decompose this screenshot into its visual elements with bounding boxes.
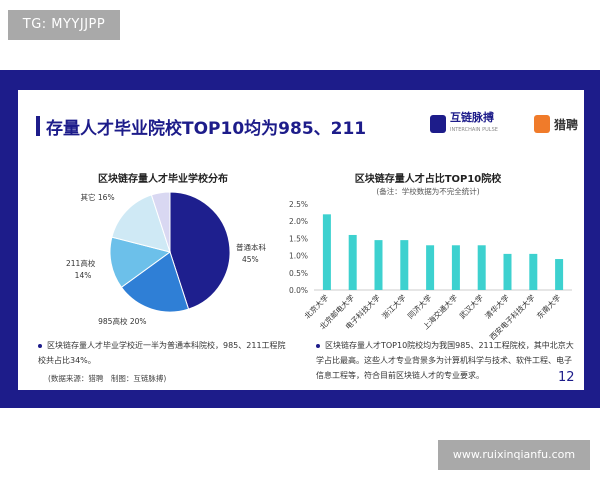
pie-slice xyxy=(109,236,172,288)
left-bullet-text: 区块链存量人才毕业学校近一半为普通本科院校，985、211工程院校共占比34%。 xyxy=(38,341,286,365)
y-tick-label: 1.5% xyxy=(289,234,308,243)
pie-slice-value: 45% xyxy=(242,255,259,264)
brand-interchain: 互链脉搏 INTERCHAIN PULSE xyxy=(430,112,498,136)
x-tick-label: 西安电子科技大学 xyxy=(487,292,537,342)
slide-title: 存量人才毕业院校TOP10均为985、211 xyxy=(46,119,367,139)
pie-slice xyxy=(120,251,190,313)
brand-interchain-name: 互链脉搏 xyxy=(450,111,494,124)
pie-slice xyxy=(150,191,171,253)
pie-slice-label: 普通本科 xyxy=(236,242,266,252)
brand-liepin-name: 猎聘 xyxy=(554,117,579,132)
bar xyxy=(322,214,331,290)
watermark-top: TG: MYYJJPP xyxy=(8,10,120,40)
pie-slice-label: 其它 16% xyxy=(81,192,115,202)
bar xyxy=(374,240,383,290)
bar-chart: 0.0%0.5%1.0%1.5%2.0%2.5%北京大学北京邮电大学电子科技大学… xyxy=(289,200,572,342)
brand-liepin: 猎聘 xyxy=(534,112,578,136)
bar xyxy=(451,245,460,290)
bullet-dot xyxy=(38,343,42,348)
pie-slice-label: 985高校 20% xyxy=(98,316,146,326)
bar xyxy=(348,234,357,290)
bar xyxy=(503,253,512,290)
bar xyxy=(426,245,435,290)
interchain-logo-icon xyxy=(430,115,446,133)
y-tick-label: 0.0% xyxy=(289,286,308,295)
x-tick-label: 浙江大学 xyxy=(379,292,408,321)
data-source: (数据来源：猎聘 制图：互链脉搏) xyxy=(48,374,167,383)
slide-card: 存量人才毕业院校TOP10均为985、211 互链脉搏 INTERCHAIN P… xyxy=(18,90,584,390)
left-bullet: 区块链存量人才毕业学校近一半为普通本科院校，985、211工程院校共占比34%。 xyxy=(38,338,288,368)
page-number: 12 xyxy=(558,370,575,385)
brand-interchain-sub: INTERCHAIN PULSE xyxy=(450,127,498,133)
liepin-logo-icon xyxy=(534,115,550,133)
x-tick-label: 武汉大学 xyxy=(457,292,486,321)
pie-chart-title: 区块链存量人才毕业学校分布 xyxy=(98,174,228,185)
title-accent xyxy=(36,116,40,136)
watermark-bottom: www.ruixinqianfu.com xyxy=(438,440,590,470)
right-bullet: 区块链存量人才TOP10院校均为我国985、211工程院校，其中北京大学占比最高… xyxy=(316,338,574,383)
bar-chart-title: 区块链存量人才占比TOP10院校 xyxy=(354,174,502,185)
y-tick-label: 0.5% xyxy=(289,269,308,278)
right-bullet-text: 区块链存量人才TOP10院校均为我国985、211工程院校，其中北京大学占比最高… xyxy=(316,341,574,380)
x-tick-label: 东南大学 xyxy=(534,292,563,321)
pie-slice-value: 14% xyxy=(75,271,92,280)
pie-slice-label: 211高校 xyxy=(66,258,96,268)
bar xyxy=(400,240,409,290)
bar xyxy=(555,259,564,290)
pie-slice xyxy=(169,191,231,310)
bullet-dot xyxy=(316,343,320,348)
y-tick-label: 1.0% xyxy=(289,252,308,261)
slide-frame: 存量人才毕业院校TOP10均为985、211 互链脉搏 INTERCHAIN P… xyxy=(0,70,600,408)
y-tick-label: 2.5% xyxy=(289,200,308,209)
y-tick-label: 2.0% xyxy=(289,217,308,226)
bar-chart-note: (备注：学校数据为不完全统计) xyxy=(376,187,480,196)
bar xyxy=(529,253,538,290)
pie-slice xyxy=(111,194,171,253)
bar xyxy=(477,245,486,290)
